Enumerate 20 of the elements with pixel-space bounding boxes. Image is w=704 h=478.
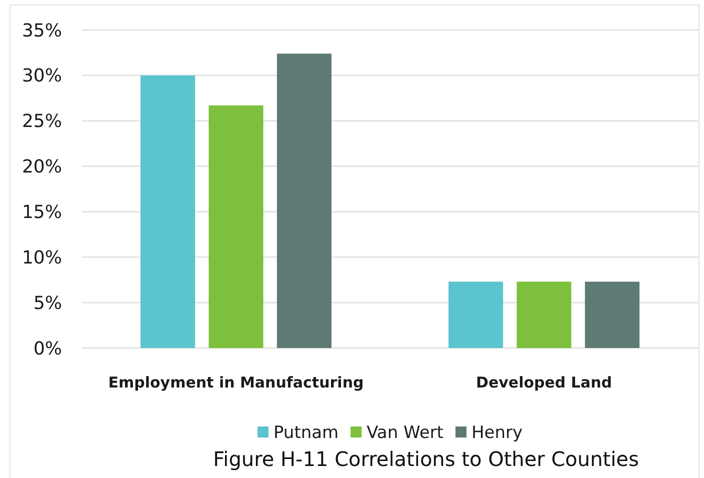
y-tick-label: 0%	[33, 338, 62, 360]
bar	[584, 282, 640, 348]
bar	[448, 282, 504, 348]
bar	[516, 282, 572, 348]
y-tick-label: 35%	[22, 20, 62, 42]
bar	[276, 54, 332, 348]
legend-label: Putnam	[273, 422, 339, 443]
y-tick-label: 20%	[22, 156, 62, 178]
x-tick-label: Developed Land	[476, 373, 612, 392]
bar	[140, 75, 196, 348]
legend-label: Henry	[471, 422, 523, 443]
text: Figure H-11 Correlations to Other Counties	[213, 447, 639, 471]
x-tick-label: Employment in Manufacturing	[108, 373, 364, 392]
legend-label: Van Wert	[366, 422, 444, 443]
y-tick-label: 30%	[22, 66, 62, 87]
bar	[208, 105, 264, 348]
y-tick-label: 15%	[22, 202, 62, 224]
y-tick-label: 10%	[22, 247, 62, 268]
y-tick-label: 5%	[33, 292, 62, 314]
y-tick-label: 25%	[22, 111, 62, 132]
